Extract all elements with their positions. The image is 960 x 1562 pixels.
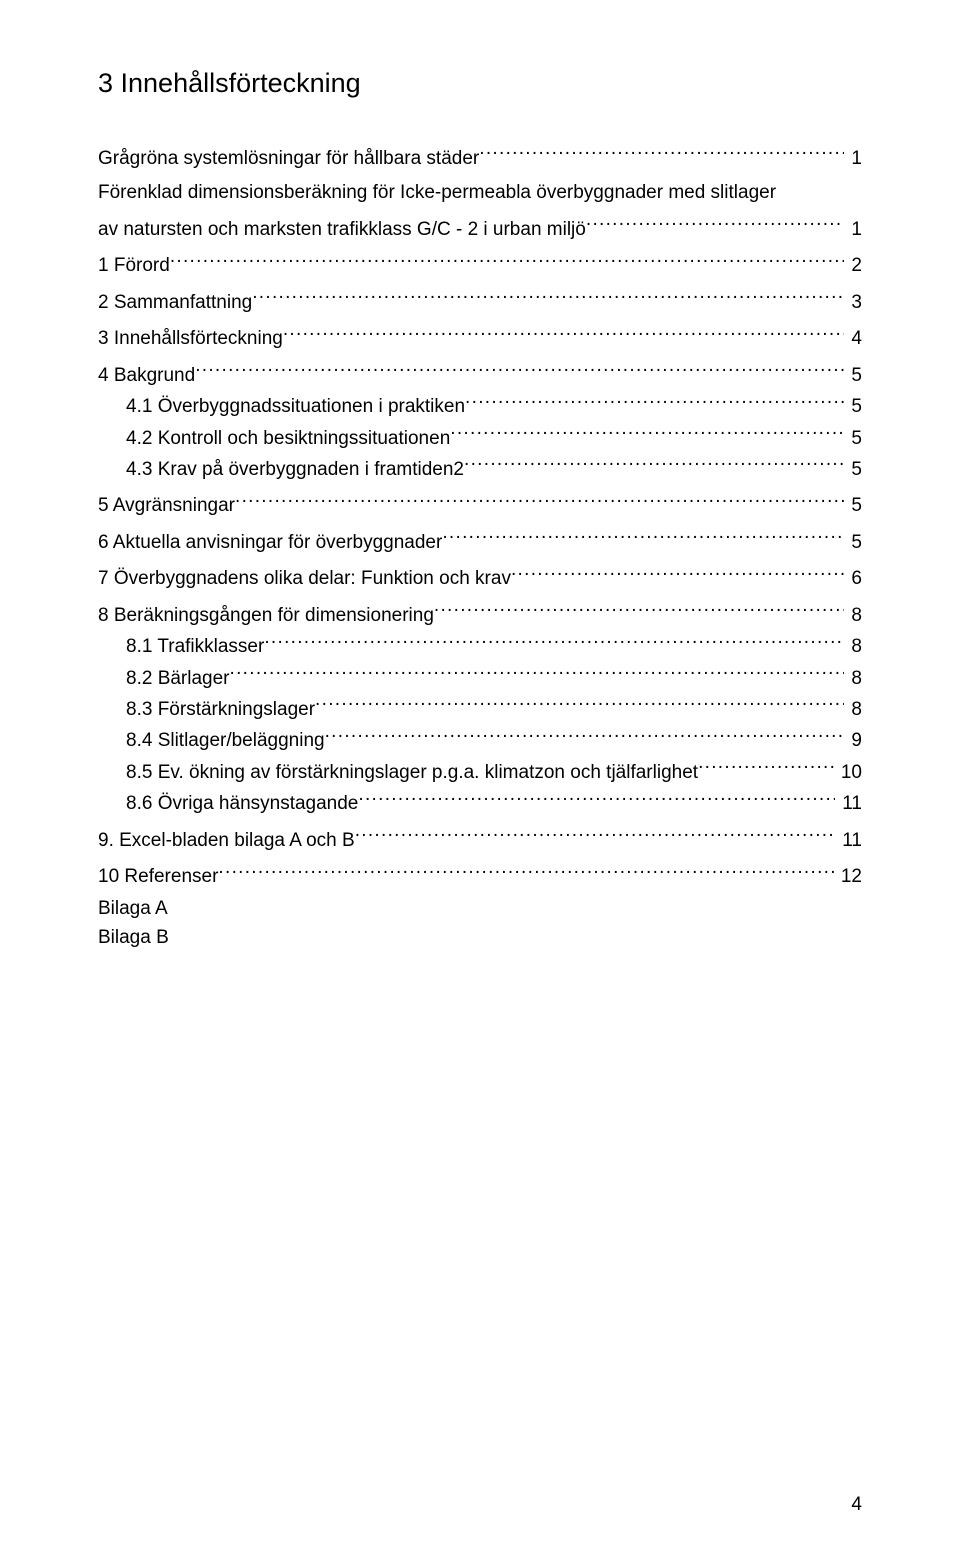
toc-label: Förenklad dimensionsberäkning för Icke-p…: [98, 179, 776, 207]
toc-label: 8.6 Övriga hänsynstagande: [98, 790, 358, 818]
toc-subentry: 8.1 Trafikklasser 8: [98, 631, 862, 660]
toc-entry: 2 Sammanfattning 3: [98, 287, 862, 316]
toc-leader-dots: [586, 214, 844, 235]
toc-page-number: 11: [835, 827, 862, 855]
toc-page-number: 1: [844, 216, 862, 244]
document-page: 3 Innehållsförteckning Grågröna systemlö…: [0, 0, 960, 1562]
toc-label: 8.4 Slitlager/beläggning: [98, 727, 325, 755]
toc-leader-dots: [464, 454, 844, 475]
toc-page-number: 1: [844, 145, 862, 173]
toc-subentry: 8.4 Slitlager/beläggning 9: [98, 726, 862, 755]
toc-label: 2 Sammanfattning: [98, 289, 252, 317]
toc-label: Grågröna systemlösningar för hållbara st…: [98, 145, 479, 173]
toc-entry: 6 Aktuella anvisningar för överbyggnader…: [98, 527, 862, 556]
toc-leader-dots: [252, 287, 844, 308]
toc-entry: 1 Förord 2: [98, 250, 862, 279]
toc-page-number: 12: [834, 863, 862, 891]
toc-page-number: 8: [844, 602, 862, 630]
toc-leader-dots: [355, 825, 835, 846]
toc-leader-dots: [434, 600, 844, 621]
toc-page-number: 6: [844, 565, 862, 593]
toc-leader-dots: [465, 391, 844, 412]
toc-leader-dots: [235, 490, 844, 511]
toc-label: 8.2 Bärlager: [98, 665, 230, 693]
toc-label: av natursten och marksten trafikklass G/…: [98, 216, 586, 244]
toc-page-number: 8: [844, 633, 862, 661]
toc-entry: Grågröna systemlösningar för hållbara st…: [98, 143, 862, 172]
table-of-contents: Grågröna systemlösningar för hållbara st…: [98, 143, 862, 949]
toc-subentry: 4.1 Överbyggnadssituationen i praktiken …: [98, 391, 862, 420]
toc-leader-dots: [230, 663, 845, 684]
toc-label: 10 Referenser: [98, 863, 218, 891]
toc-label: 4.1 Överbyggnadssituationen i praktiken: [98, 393, 465, 421]
toc-leader-dots: [511, 563, 844, 584]
toc-leader-dots: [195, 360, 844, 381]
toc-entry: 9. Excel-bladen bilaga A och B 11: [98, 825, 862, 854]
toc-entry: 7 Överbyggnadens olika delar: Funktion o…: [98, 563, 862, 592]
toc-entry: Förenklad dimensionsberäkning för Icke-p…: [98, 179, 862, 207]
toc-page-number: 3: [844, 289, 862, 317]
toc-label: 8.3 Förstärkningslager: [98, 696, 315, 724]
page-number: 4: [851, 1494, 862, 1516]
toc-entry: av natursten och marksten trafikklass G/…: [98, 214, 862, 243]
toc-leaf: Bilaga B: [98, 927, 862, 949]
toc-label: 8 Beräkningsgången för dimensionering: [98, 602, 434, 630]
toc-label: Bilaga A: [98, 898, 168, 919]
toc-page-number: 5: [844, 393, 862, 421]
toc-label: 4.2 Kontroll och besiktningssituationen: [98, 425, 450, 453]
toc-leader-dots: [358, 788, 835, 809]
toc-leader-dots: [450, 423, 844, 444]
toc-label: 4 Bakgrund: [98, 362, 195, 390]
toc-page-number: 5: [844, 425, 862, 453]
toc-page-number: 8: [844, 696, 862, 724]
toc-page-number: 5: [844, 362, 862, 390]
toc-subentry: 4.3 Krav på överbyggnaden i framtiden2 5: [98, 454, 862, 483]
toc-leader-dots: [264, 631, 844, 652]
toc-entry: 5 Avgränsningar 5: [98, 490, 862, 519]
toc-subentry: 8.5 Ev. ökning av förstärkningslager p.g…: [98, 757, 862, 786]
toc-label: 6 Aktuella anvisningar för överbyggnader: [98, 529, 442, 557]
toc-leader-dots: [479, 143, 844, 164]
toc-label: 7 Överbyggnadens olika delar: Funktion o…: [98, 565, 511, 593]
toc-label: 4.3 Krav på överbyggnaden i framtiden2: [98, 456, 464, 484]
toc-page-number: 5: [844, 456, 862, 484]
toc-page-number: 8: [844, 665, 862, 693]
toc-subentry: 4.2 Kontroll och besiktningssituationen …: [98, 423, 862, 452]
toc-label: 9. Excel-bladen bilaga A och B: [98, 827, 355, 855]
toc-subentry: 8.2 Bärlager 8: [98, 663, 862, 692]
page-title: 3 Innehållsförteckning: [98, 68, 862, 99]
toc-label: 8.1 Trafikklasser: [98, 633, 264, 661]
toc-label: 8.5 Ev. ökning av förstärkningslager p.g…: [98, 759, 698, 787]
toc-page-number: 5: [844, 529, 862, 557]
toc-page-number: 2: [844, 252, 862, 280]
toc-label: 1 Förord: [98, 252, 170, 280]
toc-subentry: 8.6 Övriga hänsynstagande 11: [98, 788, 862, 817]
toc-page-number: 5: [844, 492, 862, 520]
toc-page-number: 4: [844, 325, 862, 353]
toc-label: 5 Avgränsningar: [98, 492, 235, 520]
toc-entry: 8 Beräkningsgången för dimensionering 8: [98, 600, 862, 629]
toc-subentry: 8.3 Förstärkningslager 8: [98, 694, 862, 723]
toc-leaf: Bilaga A: [98, 898, 862, 920]
toc-page-number: 9: [844, 727, 862, 755]
toc-leader-dots: [315, 694, 844, 715]
toc-page-number: 11: [835, 790, 862, 818]
toc-entry: 4 Bakgrund 5: [98, 360, 862, 389]
toc-leader-dots: [698, 757, 834, 778]
toc-leader-dots: [442, 527, 844, 548]
toc-label: 3 Innehållsförteckning: [98, 325, 283, 353]
toc-leader-dots: [325, 726, 845, 747]
toc-leader-dots: [218, 861, 833, 882]
toc-entry: 10 Referenser 12: [98, 861, 862, 890]
toc-label: Bilaga B: [98, 927, 169, 948]
toc-page-number: 10: [834, 759, 862, 787]
toc-entry: 3 Innehållsförteckning 4: [98, 323, 862, 352]
toc-leader-dots: [170, 250, 844, 271]
toc-leader-dots: [283, 323, 844, 344]
